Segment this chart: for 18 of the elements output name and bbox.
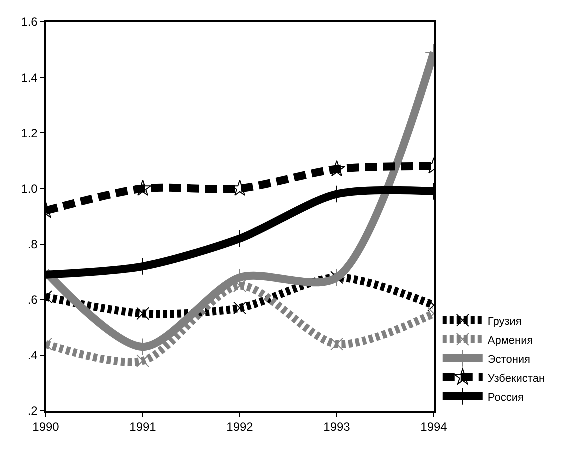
y-tick-label: .8 — [28, 237, 38, 252]
x-tick-label: 1994 — [420, 420, 448, 434]
y-tick-label: 1.4 — [21, 70, 38, 85]
y-tick-label: .4 — [28, 348, 38, 363]
x-tick-label: 1991 — [130, 420, 157, 434]
legend-label: Россия — [488, 392, 524, 404]
y-tick-label: 1.6 — [21, 15, 38, 30]
legend-label: Эстония — [488, 354, 531, 366]
x-tick-label: 1990 — [32, 420, 60, 434]
legend-label: Грузия — [488, 316, 522, 328]
y-tick-label: .2 — [28, 404, 38, 418]
y-tick-label: .6 — [28, 293, 38, 308]
legend-label: Армения — [488, 334, 534, 347]
y-tick-label: 1.2 — [21, 126, 38, 140]
y-tick-label: 1.0 — [21, 182, 38, 196]
x-tick-label: 1993 — [324, 420, 351, 434]
x-tick-label: 1992 — [226, 420, 254, 434]
legend-label: Узбекистан — [488, 372, 546, 385]
